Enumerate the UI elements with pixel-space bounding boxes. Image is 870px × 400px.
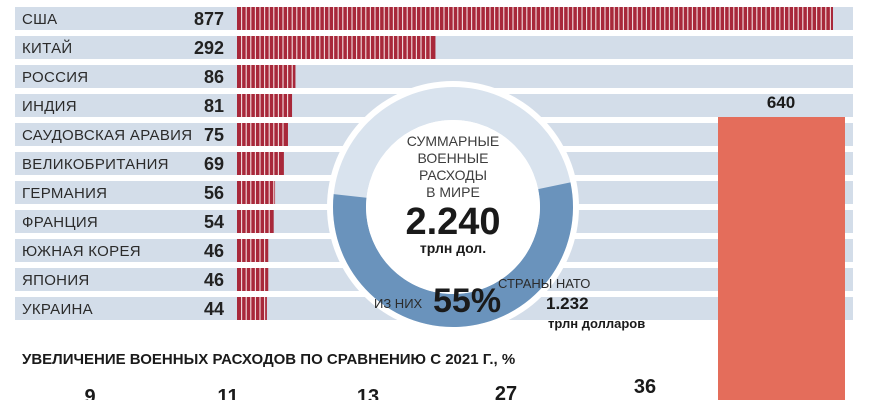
country-value: 54 xyxy=(204,212,224,232)
row-label-bg xyxy=(15,94,237,117)
country-label: ГЕРМАНИЯ xyxy=(22,185,107,202)
big-bar xyxy=(718,117,845,400)
big-bar-value: 640 xyxy=(767,93,795,112)
nato-amount-unit: трлн долларов xyxy=(548,316,645,331)
country-bar xyxy=(237,7,833,30)
nato-share: 55% xyxy=(433,282,501,320)
donut-nato-segment xyxy=(333,182,573,327)
row-label-bg xyxy=(15,152,237,175)
country-label: ЮЖНАЯ КОРЕЯ xyxy=(22,243,141,260)
country-label: УКРАИНА xyxy=(22,301,93,318)
donut-total-unit: трлн дол. xyxy=(420,240,486,256)
donut-total: 2.240 xyxy=(405,201,500,243)
nato-amount: 1.232 xyxy=(546,294,589,313)
country-value: 56 xyxy=(204,183,224,203)
increase-value: 27 xyxy=(495,383,517,400)
increase-value: 11 xyxy=(217,386,238,400)
country-bar xyxy=(237,36,436,59)
bar-fill xyxy=(237,36,436,59)
country-value: 44 xyxy=(204,299,224,319)
country-value: 292 xyxy=(194,38,224,58)
country-bar xyxy=(237,297,267,320)
row-label-bg xyxy=(15,65,237,88)
country-bar xyxy=(237,239,269,262)
country-label: ИНДИЯ xyxy=(22,98,77,115)
row-label-bg xyxy=(15,36,237,59)
bar-fill xyxy=(237,65,296,88)
row-label-bg xyxy=(15,210,237,233)
country-value: 46 xyxy=(204,241,224,261)
country-bars xyxy=(237,7,833,320)
row-label-bg xyxy=(15,239,237,262)
country-labels: США 877 КИТАЙ 292 РОССИЯ 86 ИНДИЯ 81 САУДОВСКАЯ … xyxy=(22,9,224,319)
country-value: 75 xyxy=(204,125,224,145)
country-bar xyxy=(237,94,293,117)
row-label-bg xyxy=(15,123,237,146)
country-label: ЯПОНИЯ xyxy=(22,272,90,289)
country-bar xyxy=(237,268,269,291)
donut-hole xyxy=(366,120,540,294)
country-value: 877 xyxy=(194,9,224,29)
country-label: РОССИЯ xyxy=(22,69,88,86)
nato-label: СТРАНЫ НАТО xyxy=(498,276,590,291)
increase-value: 36 xyxy=(634,376,656,398)
country-label: ВЕЛИКОБРИТАНИЯ xyxy=(22,156,169,173)
row-label-bg xyxy=(15,181,237,204)
bar-fill xyxy=(237,123,288,146)
country-bar xyxy=(237,181,276,204)
increase-value: 13 xyxy=(357,386,379,400)
increase-value: 9 xyxy=(84,386,95,400)
country-bar xyxy=(237,152,284,175)
donut-label-line-4: В МИРЕ xyxy=(426,184,480,200)
row-label-bg xyxy=(15,7,237,30)
country-label: КИТАЙ xyxy=(22,39,72,57)
country-value: 81 xyxy=(204,96,224,116)
bar-fill xyxy=(237,297,267,320)
donut-label-line-3: РАСХОДЫ xyxy=(419,167,487,183)
country-bar xyxy=(237,123,288,146)
row-label-bg xyxy=(15,297,237,320)
nato-prefix: ИЗ НИХ xyxy=(374,296,423,311)
country-value: 86 xyxy=(204,67,224,87)
row-label-bg xyxy=(15,268,237,291)
donut-label-line-1: СУММАРНЫЕ xyxy=(407,133,499,149)
country-value: 69 xyxy=(204,154,224,174)
country-label: США xyxy=(22,11,58,28)
country-bar xyxy=(237,65,296,88)
country-bar xyxy=(237,210,274,233)
country-label: ФРАНЦИЯ xyxy=(22,214,98,231)
country-value: 46 xyxy=(204,270,224,290)
country-label: САУДОВСКАЯ АРАВИЯ xyxy=(22,127,192,144)
increase-title: УВЕЛИЧЕНИЕ ВОЕННЫХ РАСХОДОВ ПО СРАВНЕНИЮ… xyxy=(22,351,515,368)
donut-label-line-2: ВОЕННЫЕ xyxy=(417,150,488,166)
bar-fill xyxy=(237,7,833,30)
world-spending-donut xyxy=(327,81,579,333)
increase-values: 9 11 13 27 36 xyxy=(84,376,656,400)
